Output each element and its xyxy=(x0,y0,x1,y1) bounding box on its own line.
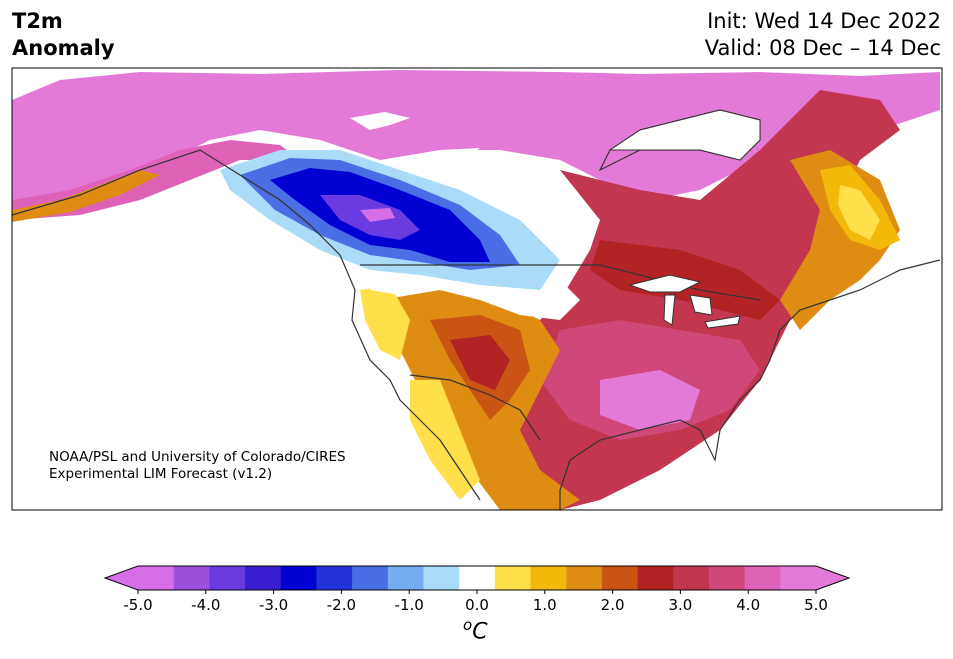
colorbar-segment xyxy=(494,566,532,590)
map-title-line2: Anomaly xyxy=(12,36,115,60)
colorbar-segment xyxy=(744,566,781,590)
map-field xyxy=(12,68,942,510)
colorbar-extend-low xyxy=(105,566,138,590)
colorbar-segment xyxy=(280,566,317,590)
colorbar-ticks: -5.0 -4.0 -3.0 -2.0 -1.0 0.0 1.0 2.0 3.0 4.0 5.0 xyxy=(123,590,828,614)
hudson-bay xyxy=(608,109,761,161)
colorbar-tick-label: 2.0 xyxy=(601,596,625,614)
colorbar-segment xyxy=(173,566,210,590)
colorbar-segment xyxy=(459,566,496,590)
great-lakes xyxy=(628,274,741,329)
us-mexico-border xyxy=(409,374,541,441)
colorbar-segment xyxy=(209,566,246,590)
lake-huron xyxy=(689,294,713,316)
colorbar-tick-label: -4.0 xyxy=(191,596,220,614)
lake-superior xyxy=(628,274,702,293)
lake-michigan xyxy=(663,294,676,326)
west-coast-line xyxy=(12,149,481,501)
colorbar-segment xyxy=(138,566,175,590)
west-coast-yellow xyxy=(360,285,410,360)
colorbar-tick-label: -5.0 xyxy=(123,596,152,614)
valid-date-text: Valid: 08 Dec – 14 Dec xyxy=(704,36,941,60)
southwest-red-core xyxy=(450,335,510,390)
colorbar-segment xyxy=(601,566,639,590)
alaska-southern-warm xyxy=(12,170,160,222)
southeast-peak-warm xyxy=(600,370,700,430)
credit-text: NOAA/PSL and University of Colorado/CIRE… xyxy=(49,449,346,483)
colorbar-segment xyxy=(352,566,389,590)
colorbar-tick-label: 4.0 xyxy=(736,596,760,614)
colorbar-segment xyxy=(387,566,424,590)
lake-erie xyxy=(704,315,741,329)
northern-warm-region xyxy=(12,70,940,210)
labrador-pale-yellow xyxy=(838,185,880,240)
colorbar-segment xyxy=(423,566,460,590)
units-degree: o xyxy=(463,616,473,634)
forecast-dates: Init: Wed 14 Dec 2022 Valid: 08 Dec – 14… xyxy=(705,8,941,62)
map-title: T2m Anomaly xyxy=(12,8,115,62)
colorbar-tick-label: -1.0 xyxy=(395,596,424,614)
credit-line1: NOAA/PSL and University of Colorado/CIRE… xyxy=(49,449,346,465)
lake-athabasca xyxy=(470,178,505,185)
units-label: oC xyxy=(463,616,488,644)
map-title-line1: T2m xyxy=(12,9,63,33)
colorbar-tick-label: 1.0 xyxy=(533,596,557,614)
lake-winnipeg xyxy=(560,218,592,250)
colorbar-segment xyxy=(530,566,567,590)
colorbar-tick-label: 0.0 xyxy=(465,596,489,614)
colorbar-tick-label: -3.0 xyxy=(259,596,288,614)
colorbar-segment xyxy=(245,566,282,590)
mexico-yellow xyxy=(410,380,480,500)
colorbar-tick-label: -2.0 xyxy=(327,596,356,614)
colorbar-tick-label: 5.0 xyxy=(804,596,828,614)
units-celsius: C xyxy=(472,619,488,645)
colorbar-segment xyxy=(316,566,353,590)
colorbar-tick-label: 3.0 xyxy=(668,596,692,614)
cold-peak xyxy=(360,208,395,222)
arctic-lakes xyxy=(350,112,592,250)
colorbar-segments xyxy=(103,565,851,591)
colorbar-segment xyxy=(566,566,603,590)
colorbar-segment xyxy=(637,566,674,590)
great-slave-lake xyxy=(408,148,480,164)
map-frame xyxy=(11,67,943,511)
east-coast-line xyxy=(559,259,941,510)
colorbar-segment xyxy=(708,566,746,590)
colorbar-segment xyxy=(673,566,710,590)
colorbar-segment xyxy=(780,566,817,590)
init-date-text: Init: Wed 14 Dec 2022 xyxy=(707,9,941,33)
credit-line2: Experimental LIM Forecast (v1.2) xyxy=(49,466,273,482)
us-canada-border xyxy=(360,264,761,301)
colorbar-extend-high xyxy=(816,566,849,590)
great-bear-lake xyxy=(350,112,410,130)
